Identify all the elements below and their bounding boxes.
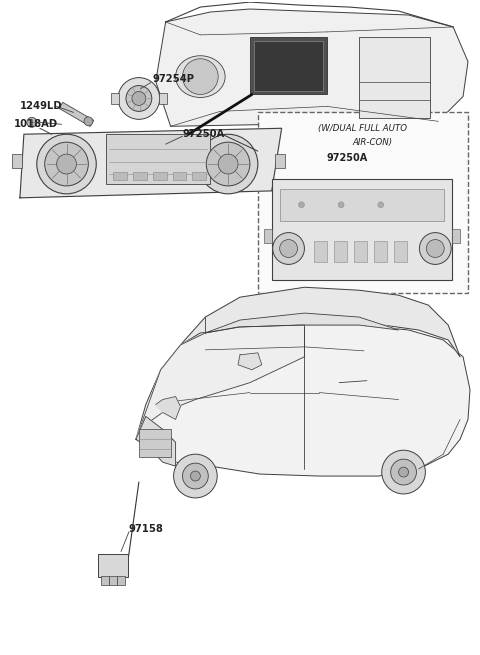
Bar <box>192 172 206 180</box>
Circle shape <box>378 202 384 208</box>
Circle shape <box>27 117 37 127</box>
Text: 97250A: 97250A <box>326 153 368 163</box>
Ellipse shape <box>176 56 225 98</box>
Polygon shape <box>59 102 94 126</box>
Polygon shape <box>136 325 304 440</box>
Circle shape <box>45 142 88 186</box>
Bar <box>133 172 147 180</box>
Bar <box>452 229 460 242</box>
Bar <box>334 240 347 263</box>
Circle shape <box>280 240 298 257</box>
Circle shape <box>338 202 344 208</box>
Bar <box>254 41 323 90</box>
Bar <box>98 553 128 578</box>
Bar <box>117 576 125 586</box>
Polygon shape <box>156 396 180 419</box>
Circle shape <box>391 459 417 485</box>
Polygon shape <box>136 417 176 466</box>
Text: 97250A: 97250A <box>182 129 225 140</box>
Bar <box>101 576 109 586</box>
Text: (W/DUAL FULL AUTO: (W/DUAL FULL AUTO <box>318 124 408 133</box>
Circle shape <box>191 471 200 481</box>
Circle shape <box>118 77 160 119</box>
Polygon shape <box>20 128 282 198</box>
Bar <box>354 240 367 263</box>
Bar <box>106 134 210 184</box>
Bar <box>250 37 327 94</box>
Circle shape <box>198 134 258 194</box>
Bar <box>113 172 127 180</box>
Bar <box>264 229 272 242</box>
Text: 1018AD: 1018AD <box>14 119 58 129</box>
Text: 1249LD: 1249LD <box>20 102 62 111</box>
Bar <box>272 179 452 280</box>
Polygon shape <box>136 325 470 476</box>
Circle shape <box>206 142 250 186</box>
Circle shape <box>132 92 146 105</box>
Circle shape <box>299 202 304 208</box>
Polygon shape <box>156 9 468 126</box>
Bar <box>314 240 327 263</box>
Bar <box>394 240 407 263</box>
Circle shape <box>420 233 451 265</box>
Circle shape <box>218 154 238 174</box>
Polygon shape <box>180 288 460 357</box>
Bar <box>12 154 22 168</box>
Circle shape <box>398 467 408 477</box>
Circle shape <box>273 233 304 265</box>
Bar <box>374 240 387 263</box>
Bar <box>139 429 170 457</box>
Circle shape <box>426 240 444 257</box>
Circle shape <box>174 454 217 498</box>
Circle shape <box>382 450 425 494</box>
Text: AIR-CON): AIR-CON) <box>353 138 393 147</box>
Circle shape <box>37 134 96 194</box>
Bar <box>153 172 167 180</box>
Polygon shape <box>205 313 398 333</box>
Bar <box>111 92 119 104</box>
Circle shape <box>84 117 93 126</box>
Bar <box>109 576 117 586</box>
Bar <box>359 37 431 119</box>
Circle shape <box>57 154 76 174</box>
Bar <box>280 189 444 221</box>
Circle shape <box>126 86 152 111</box>
Text: 97158: 97158 <box>129 524 164 534</box>
Polygon shape <box>238 353 262 369</box>
Bar <box>258 113 468 293</box>
Circle shape <box>182 59 218 94</box>
Bar <box>173 172 186 180</box>
Text: 97254P: 97254P <box>153 73 195 84</box>
Bar <box>159 92 167 104</box>
Bar <box>275 154 285 168</box>
Circle shape <box>182 463 208 489</box>
